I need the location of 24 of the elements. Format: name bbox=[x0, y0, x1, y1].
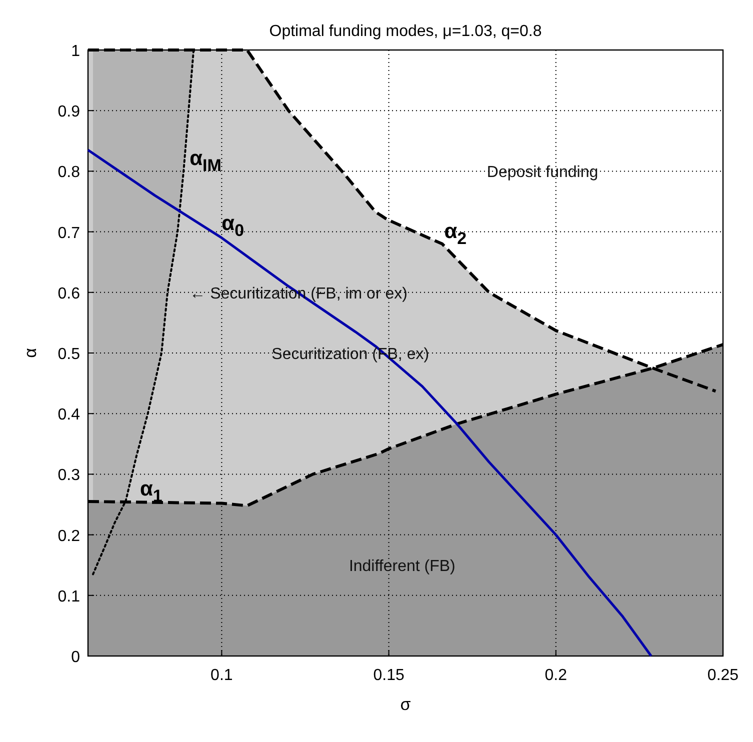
x-tick-label: 0.25 bbox=[707, 667, 739, 684]
x-tick-label: 0.1 bbox=[210, 667, 233, 684]
y-tick-label: 0.3 bbox=[58, 467, 80, 484]
y-tick-label: 0 bbox=[71, 649, 80, 666]
annotation: Indifferent (FB) bbox=[348, 558, 456, 576]
y-tick-label: 0.2 bbox=[58, 528, 80, 545]
y-tick-label: 1 bbox=[71, 43, 80, 60]
x-tick-label: 0.2 bbox=[544, 667, 568, 684]
annotation: Deposit funding bbox=[486, 164, 598, 182]
y-tick-label: 0.6 bbox=[58, 285, 80, 302]
y-tick-label: 0.9 bbox=[58, 104, 80, 121]
chart-title: Optimal funding modes, μ=1.03, q=0.8 bbox=[269, 23, 542, 40]
series-label: α$_{2}$ bbox=[444, 220, 467, 248]
x-tick-label: 0.15 bbox=[373, 667, 404, 684]
y-axis-title: α bbox=[21, 348, 40, 358]
y-tick-label: 0.1 bbox=[58, 588, 80, 606]
y-tick-label: 0.8 bbox=[58, 164, 80, 182]
x-axis-title: σ bbox=[400, 695, 412, 714]
series-label: α$_{IM}$ bbox=[190, 147, 222, 176]
y-tick-label: 0.5 bbox=[58, 346, 80, 363]
y-tick-label: 0.4 bbox=[58, 406, 80, 424]
series-label: α$_{0}$ bbox=[222, 212, 244, 240]
line-series bbox=[86, 148, 652, 658]
y-tick-label: 0.7 bbox=[58, 224, 80, 242]
